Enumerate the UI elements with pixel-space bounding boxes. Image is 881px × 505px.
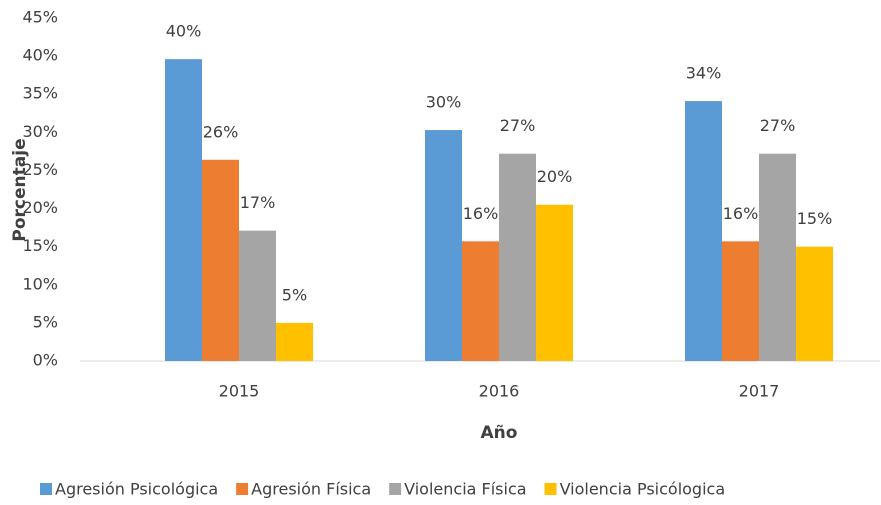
y-tick-label: 15% [22, 236, 58, 255]
legend-swatch [544, 483, 557, 495]
y-tick-label: 0% [33, 351, 58, 370]
data-label: 15% [797, 209, 833, 228]
bar [202, 159, 239, 361]
bar [276, 322, 313, 361]
y-tick-label: 35% [22, 84, 58, 103]
x-tick-label: 2015 [219, 382, 260, 401]
legend-label: Agresión Física [251, 480, 371, 499]
legend-label: Violencia Psicólogica [560, 480, 726, 499]
legend-swatch [40, 483, 52, 495]
legend-swatch [236, 483, 249, 495]
legend-label: Violencia Física [404, 480, 526, 499]
legend-label: Agresión Psicológica [55, 480, 218, 499]
bar [759, 153, 796, 361]
bar [239, 230, 276, 361]
y-tick-label: 20% [22, 198, 58, 217]
x-tick-label: 2017 [739, 382, 780, 401]
legend-swatch [389, 483, 402, 495]
data-label: 16% [723, 204, 759, 223]
y-tick-label: 45% [22, 8, 58, 27]
bar [796, 246, 833, 361]
y-tick-label: 25% [22, 160, 58, 179]
bar [425, 130, 462, 361]
data-label: 30% [426, 93, 462, 112]
data-label: 5% [282, 285, 307, 304]
data-label: 27% [760, 116, 796, 135]
y-tick-label: 30% [22, 122, 58, 141]
data-label: 27% [500, 116, 536, 135]
bar [536, 204, 573, 361]
y-tick-label: 40% [22, 46, 58, 65]
bar [462, 241, 499, 361]
data-label: 16% [463, 204, 499, 223]
bar [722, 241, 759, 361]
data-label: 34% [686, 64, 722, 83]
y-tick-label: 5% [33, 312, 58, 331]
data-label: 20% [537, 167, 573, 186]
bar [685, 101, 722, 362]
bar [499, 153, 536, 361]
y-tick-label: 10% [22, 274, 58, 293]
data-label: 17% [240, 193, 276, 212]
y-axis-title: Porcentaje [10, 138, 30, 241]
x-tick-label: 2016 [479, 382, 520, 401]
data-label: 26% [203, 122, 239, 141]
bar [165, 59, 202, 361]
x-axis-title: Año [481, 423, 518, 443]
data-label: 40% [166, 22, 202, 41]
